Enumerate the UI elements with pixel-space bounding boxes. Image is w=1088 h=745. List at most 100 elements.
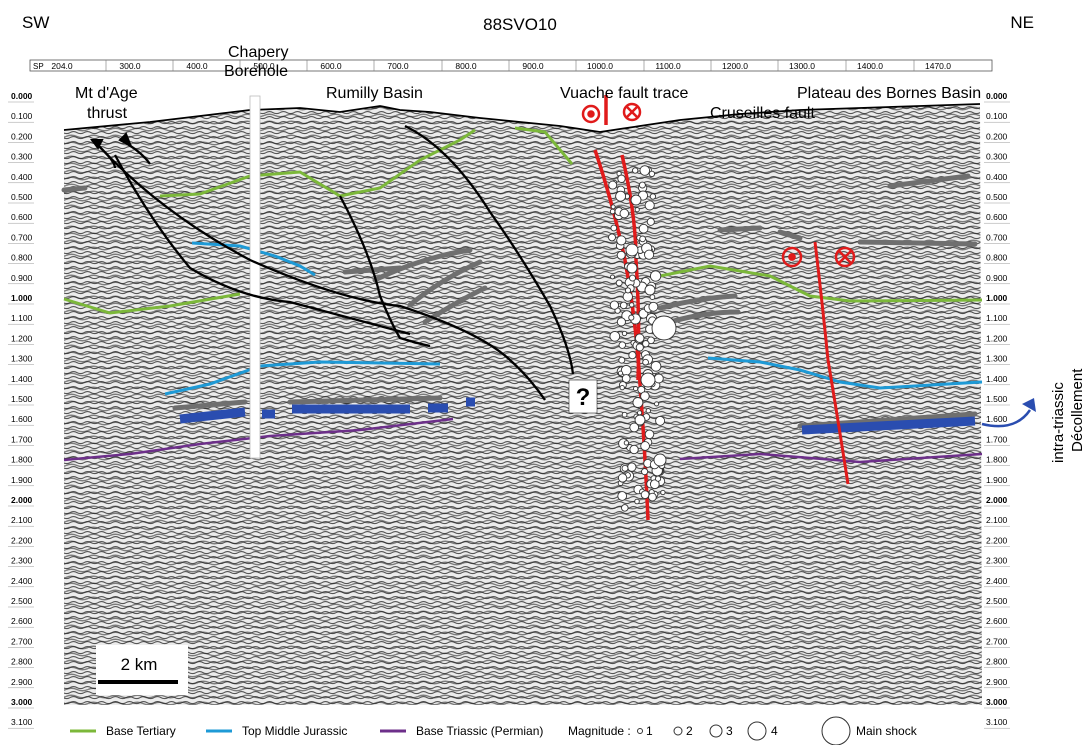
seismic-event bbox=[655, 415, 666, 426]
time-tick-label: 1.600 bbox=[11, 414, 33, 424]
thrust-arrow-icons bbox=[90, 132, 132, 150]
time-tick-label: 3.100 bbox=[11, 717, 33, 727]
seismic-event bbox=[608, 180, 618, 190]
triassic-bands bbox=[179, 397, 976, 435]
seismic-event bbox=[632, 167, 639, 174]
time-axis-right: 0.000 0.100 0.200 0.300 0.400 0.500 0.600 0.700… bbox=[984, 91, 1010, 729]
seismic-event bbox=[629, 274, 636, 282]
time-tick-label: 2.000 bbox=[11, 495, 33, 505]
time-tick-label: 2.100 bbox=[986, 515, 1008, 525]
time-tick-label: 0.900 bbox=[986, 273, 1008, 283]
time-tick-label: 1.600 bbox=[986, 414, 1008, 424]
seismic-event bbox=[649, 270, 662, 282]
time-tick-label: 0.800 bbox=[986, 253, 1008, 263]
seismic-event bbox=[617, 491, 628, 501]
seismic-event bbox=[628, 351, 637, 360]
time-tick-label: 1.200 bbox=[986, 333, 1008, 343]
time-tick-label: 0.700 bbox=[11, 232, 33, 242]
time-tick-label: 0.400 bbox=[986, 172, 1008, 182]
base-triassic-horizons bbox=[63, 417, 983, 464]
sp-tick-label: 600.0 bbox=[320, 61, 342, 71]
legend-mag-1-label: 1 bbox=[646, 724, 653, 738]
sp-tick-label: 500.0 bbox=[253, 61, 275, 71]
seismic-event bbox=[619, 301, 628, 310]
seismic-event bbox=[610, 274, 615, 280]
seismic-event bbox=[617, 473, 628, 483]
seismic-event bbox=[621, 330, 628, 337]
time-tick-label: 1.900 bbox=[11, 475, 33, 485]
seismic-event bbox=[642, 340, 650, 348]
time-tick-label: 1.400 bbox=[11, 374, 33, 384]
legend-mag-2-circle bbox=[673, 726, 683, 736]
seismic-event bbox=[616, 235, 627, 246]
seismic-event bbox=[646, 217, 655, 226]
header-sw: SW bbox=[22, 13, 49, 32]
seismic-event bbox=[649, 193, 657, 200]
seismic-event bbox=[649, 294, 656, 300]
chapery-borehole bbox=[249, 95, 261, 459]
time-tick-label: 0.500 bbox=[986, 192, 1008, 202]
seismic-event bbox=[625, 243, 639, 257]
time-tick-label: 0.400 bbox=[11, 172, 33, 182]
time-tick-label: 0.800 bbox=[11, 253, 33, 263]
seismic-event bbox=[628, 314, 635, 321]
seismic-event bbox=[639, 165, 651, 176]
time-tick-label: 2.000 bbox=[986, 495, 1008, 505]
seismic-event bbox=[655, 475, 662, 482]
sp-tick-label: 400.0 bbox=[186, 61, 208, 71]
header-ne: NE bbox=[1010, 13, 1034, 32]
sp-axis: SP 204.0 300.0 400.0 500.0 600.0 700.0 800.0 90… bbox=[29, 59, 993, 72]
time-tick-label: 2.800 bbox=[11, 657, 33, 667]
label-decollement: Décollement bbox=[1069, 368, 1086, 452]
time-tick-label: 0.900 bbox=[11, 273, 33, 283]
seismic-event bbox=[629, 444, 639, 455]
seismic-event bbox=[616, 250, 626, 260]
gray-reflectors bbox=[61, 173, 978, 429]
sp-axis-prefix: SP bbox=[33, 62, 44, 71]
seismic-event bbox=[654, 401, 660, 407]
time-tick-label: 2.700 bbox=[986, 636, 1008, 646]
legend-magnitude-label: Magnitude : bbox=[568, 724, 631, 738]
legend-mag-4-circle bbox=[747, 721, 767, 741]
sp-tick-label: 700.0 bbox=[387, 61, 409, 71]
time-tick-label: 1.000 bbox=[986, 293, 1008, 303]
sp-tick-label: 1470.0 bbox=[925, 61, 951, 71]
seismic-event bbox=[644, 429, 655, 440]
seismic-event bbox=[619, 384, 625, 391]
seismic-event bbox=[615, 279, 623, 287]
legend-mag-3-label: 3 bbox=[726, 724, 733, 738]
seismic-event bbox=[644, 249, 655, 260]
time-tick-label: 0.700 bbox=[986, 232, 1008, 242]
scale-bar-label: 2 km bbox=[121, 655, 158, 674]
seismic-event bbox=[632, 397, 644, 408]
seismic-event bbox=[648, 170, 656, 178]
legend-label-base-tertiary: Base Tertiary bbox=[106, 724, 176, 738]
legend-main-shock-label: Main shock bbox=[856, 724, 918, 738]
label-rumilly-basin: Rumilly Basin bbox=[326, 85, 423, 102]
seismic-event bbox=[627, 462, 637, 472]
seismic-event bbox=[610, 224, 618, 232]
time-tick-label: 0.600 bbox=[11, 212, 33, 222]
seismicity-events bbox=[608, 165, 677, 512]
time-tick-label: 1.900 bbox=[986, 475, 1008, 485]
time-tick-label: 2.900 bbox=[986, 677, 1008, 687]
sp-tick-label: 204.0 bbox=[51, 61, 73, 71]
seismic-event bbox=[608, 233, 616, 242]
annotations: Mt d'Age thrust Chapery Borehole Rumilly… bbox=[75, 44, 981, 122]
time-tick-label: 2.600 bbox=[11, 616, 33, 626]
seismic-event bbox=[650, 360, 662, 372]
time-tick-label: 0.000 bbox=[986, 91, 1008, 101]
time-tick-label: 0.000 bbox=[11, 91, 33, 101]
time-axis-left: 0.000 0.100 0.200 0.300 0.400 0.500 0.600 0.700… bbox=[8, 91, 34, 729]
seismic-event bbox=[638, 181, 646, 189]
time-tick-label: 1.300 bbox=[986, 354, 1008, 364]
seismic-event bbox=[644, 284, 656, 296]
seismic-section bbox=[63, 103, 982, 705]
time-tick-label: 1.800 bbox=[11, 455, 33, 465]
seismic-event bbox=[618, 356, 626, 364]
time-tick-label: 0.200 bbox=[986, 131, 1008, 141]
seismic-event bbox=[624, 287, 632, 294]
time-tick-label: 1.700 bbox=[986, 434, 1008, 444]
legend-mag-2-label: 2 bbox=[686, 724, 693, 738]
